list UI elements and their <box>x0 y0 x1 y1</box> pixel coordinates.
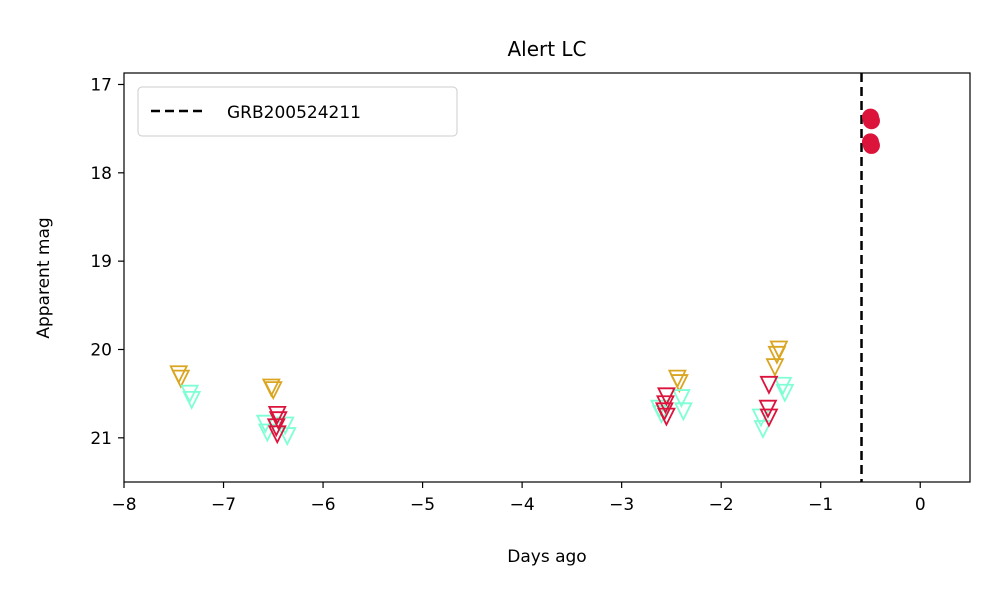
y-tick-label: 20 <box>90 340 112 360</box>
plot-area-frame <box>123 72 971 483</box>
x-tick-label: −3 <box>609 495 634 515</box>
y-axis-ticks: 17 18 19 20 21 <box>90 75 124 449</box>
x-tick-label: −6 <box>311 495 336 515</box>
upper-limit-marker <box>180 384 200 404</box>
legend-label-grb: GRB200524211 <box>227 103 361 123</box>
upper-limit-marker <box>182 390 202 410</box>
upper-limit-marker <box>277 427 297 447</box>
y-tick-label: 17 <box>90 75 112 95</box>
legend-box <box>137 86 458 137</box>
upper-limit-marker <box>267 425 287 445</box>
upper-limit-marker <box>266 418 286 438</box>
chart-title: Alert LC <box>507 37 586 61</box>
upper-limit-marker <box>267 405 287 425</box>
x-tick-label: −8 <box>111 495 136 515</box>
x-tick-label: −1 <box>808 495 833 515</box>
upper-limit-marker <box>753 420 773 440</box>
upper-limit-marker <box>759 375 779 395</box>
plot-marks <box>169 73 880 482</box>
upper-limit-marker <box>765 358 785 378</box>
y-axis-label: Apparent mag <box>34 217 54 338</box>
upper-limit-marker <box>171 369 191 389</box>
x-tick-label: −2 <box>709 495 734 515</box>
upper-limit-marker <box>759 408 779 428</box>
upper-limit-marker <box>669 374 689 394</box>
upper-limit-marker <box>775 383 795 403</box>
x-axis-ticks: −8 −7 −6 −5 −4 −3 −2 −1 0 <box>111 482 926 515</box>
detection-point <box>862 136 880 154</box>
y-tick-label: 18 <box>90 164 112 184</box>
x-tick-label: −7 <box>211 495 236 515</box>
y-tick-label: 21 <box>90 429 112 449</box>
upper-limit-marker <box>656 407 676 427</box>
upper-limit-marker <box>655 395 675 415</box>
legend: GRB200524211 <box>137 86 458 137</box>
x-tick-label: 0 <box>915 495 926 515</box>
y-tick-label: 19 <box>90 252 112 272</box>
upper-limit-marker <box>263 381 283 401</box>
detection-point <box>862 112 880 130</box>
x-tick-label: −5 <box>410 495 435 515</box>
upper-limit-marker <box>671 389 691 409</box>
x-axis-label: Days ago <box>507 547 586 567</box>
upper-limit-marker <box>773 376 793 396</box>
upper-limit-marker <box>268 411 288 431</box>
upper-limit-marker <box>257 423 277 443</box>
upper-limit-marker <box>673 402 693 422</box>
x-tick-label: −4 <box>510 495 535 515</box>
upper-limit-marker <box>767 345 787 365</box>
